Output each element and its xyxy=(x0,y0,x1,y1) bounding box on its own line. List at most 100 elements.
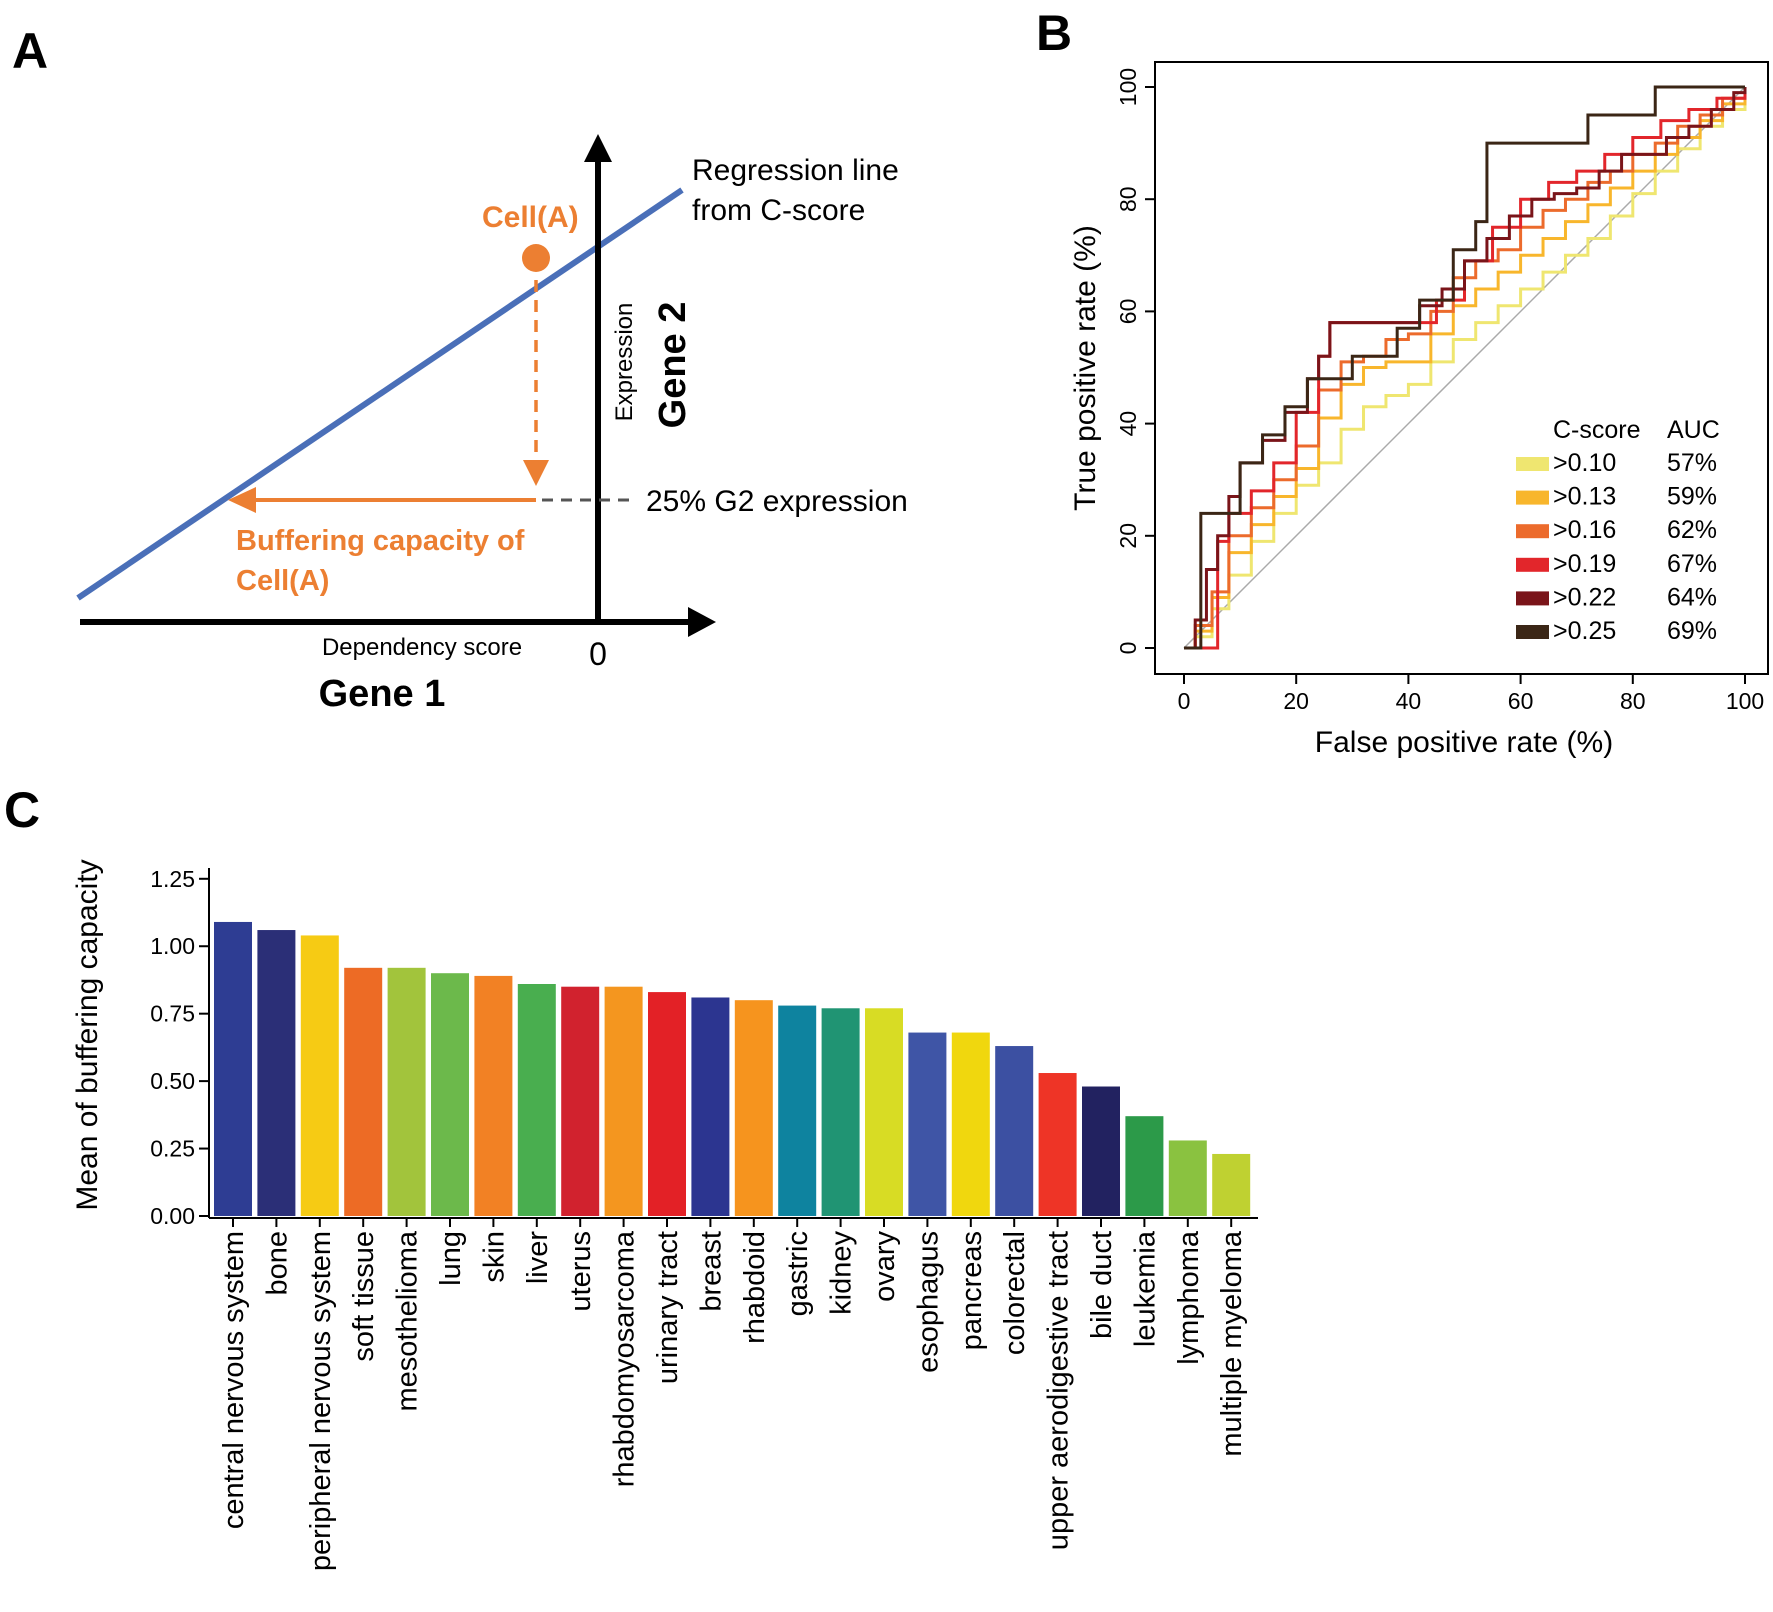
bar-category-label: bone xyxy=(261,1231,293,1296)
bar-category-label: colorectal xyxy=(999,1231,1031,1355)
bar xyxy=(214,921,252,1216)
legend-series-name: >0.19 xyxy=(1553,550,1616,578)
regression-label-line2: from C-score xyxy=(692,194,865,227)
bar-category-label: ovary xyxy=(869,1231,901,1302)
dashed-drop-arrowhead xyxy=(523,460,549,486)
bar xyxy=(648,992,686,1216)
cell-a-label: Cell(A) xyxy=(482,201,579,234)
legend-swatch xyxy=(1516,557,1549,572)
bar xyxy=(517,984,556,1216)
legend-series-name: >0.16 xyxy=(1553,516,1616,544)
bar xyxy=(387,967,426,1216)
panel-b-letter: B xyxy=(1036,5,1072,61)
bar-category-label: breast xyxy=(695,1231,727,1312)
threshold-label: 25% G2 expression xyxy=(646,485,908,518)
bar-category-label: upper aerodigestive tract xyxy=(1043,1231,1075,1550)
legend-series-auc: 59% xyxy=(1667,483,1717,511)
roc-x-tick-label: 100 xyxy=(1726,688,1764,714)
roc-y-tick-label: 0 xyxy=(1115,642,1141,655)
bar-category-label: rhabdomyosarcoma xyxy=(609,1230,641,1487)
bar-category-label: uterus xyxy=(565,1231,597,1312)
legend-header-cscore: C-score xyxy=(1553,416,1641,444)
roc-y-axis-label: True positive rate (%) xyxy=(1069,225,1102,511)
roc-series-line xyxy=(1184,87,1747,650)
bar xyxy=(474,975,513,1216)
bar-category-label: kidney xyxy=(826,1231,858,1315)
panel-b: B 0 20 40 60 80 100 0 20 40 60 80 100 C-score AUC >0.… xyxy=(1036,5,1769,759)
bar-category-label: pancreas xyxy=(956,1231,988,1350)
y-axis-small-label: Expression xyxy=(611,303,638,422)
roc-plot-frame xyxy=(1154,61,1769,675)
bar-category-label: central nervous system xyxy=(218,1231,250,1529)
bar xyxy=(1212,1153,1251,1216)
bar xyxy=(691,997,730,1216)
panel-c-letter: C xyxy=(4,782,40,838)
origin-label: 0 xyxy=(589,636,607,672)
cell-a-point xyxy=(522,244,550,272)
legend-swatch xyxy=(1516,524,1549,539)
bar-y-tick-label: 0.00 xyxy=(150,1203,195,1229)
roc-x-tick-label: 40 xyxy=(1396,688,1422,714)
bar xyxy=(344,967,383,1216)
legend-swatch xyxy=(1516,457,1549,471)
bar xyxy=(865,1008,903,1216)
legend-swatch xyxy=(1516,625,1549,639)
roc-x-tick-label: 80 xyxy=(1620,688,1646,714)
legend-swatch xyxy=(1516,490,1549,505)
bar-category-label: rhabdoid xyxy=(739,1231,771,1344)
bar-y-tick-label: 0.25 xyxy=(150,1136,195,1162)
bar-category-label: lung xyxy=(435,1231,467,1286)
bar-y-tick-label: 0.75 xyxy=(150,1001,195,1027)
regression-line xyxy=(76,187,684,601)
bar-category-label: soft tissue xyxy=(348,1231,380,1362)
bar-category-label: esophagus xyxy=(912,1231,944,1373)
roc-y-tick-label: 100 xyxy=(1115,68,1141,106)
legend-series-auc: 69% xyxy=(1667,617,1717,645)
legend-series-name: >0.13 xyxy=(1553,483,1616,511)
bar xyxy=(734,1000,773,1216)
buffering-label-line2: Cell(A) xyxy=(236,565,329,597)
bar-category-label: lymphoma xyxy=(1173,1230,1205,1365)
legend-series-name: >0.22 xyxy=(1553,583,1616,611)
bar xyxy=(821,1008,860,1216)
roc-series-line xyxy=(1184,85,1745,650)
roc-x-axis-label: False positive rate (%) xyxy=(1315,726,1613,759)
bar xyxy=(1168,1140,1207,1216)
bar xyxy=(604,986,643,1216)
bar xyxy=(257,930,296,1216)
bar xyxy=(561,986,600,1216)
x-axis-small-label: Dependency score xyxy=(322,634,522,661)
bar xyxy=(1038,1073,1077,1216)
legend-swatch xyxy=(1516,591,1549,606)
bar xyxy=(431,973,469,1216)
bar xyxy=(995,1046,1034,1216)
x-axis-big-label: Gene 1 xyxy=(319,673,446,715)
buffering-arrowhead xyxy=(228,487,256,513)
y-axis-arrowhead xyxy=(584,134,612,162)
legend-series-auc: 64% xyxy=(1667,583,1717,611)
bar-y-axis-label: Mean of buffering capacity xyxy=(71,859,104,1210)
bar-y-tick-label: 1.00 xyxy=(150,933,195,959)
legend-series-auc: 57% xyxy=(1667,449,1717,477)
y-axis-big-label: Gene 2 xyxy=(652,302,694,429)
bar-category-label: liver xyxy=(522,1231,554,1285)
bar-category-label: bile duct xyxy=(1086,1231,1118,1339)
bar xyxy=(1125,1116,1164,1216)
bar-y-tick-label: 1.25 xyxy=(150,866,195,892)
bar-category-label: skin xyxy=(478,1231,510,1283)
bar xyxy=(778,1005,817,1216)
panel-c: C 0.00 0.25 0.50 0.75 1.00 1.25 central nervo… xyxy=(4,782,1258,1571)
buffering-label-line1: Buffering capacity of xyxy=(236,525,525,557)
bar-category-label: leukemia xyxy=(1129,1230,1161,1347)
bar xyxy=(300,935,339,1216)
bar-category-label: multiple myeloma xyxy=(1216,1230,1248,1456)
bar xyxy=(951,1032,990,1216)
panel-a-letter: A xyxy=(12,23,48,79)
bar-category-label: mesothelioma xyxy=(392,1230,424,1411)
bar xyxy=(908,1032,947,1216)
legend-series-auc: 62% xyxy=(1667,516,1717,544)
roc-x-tick-label: 20 xyxy=(1283,688,1309,714)
roc-diagonal-reference xyxy=(1183,86,1746,649)
roc-y-tick-label: 80 xyxy=(1115,186,1141,212)
